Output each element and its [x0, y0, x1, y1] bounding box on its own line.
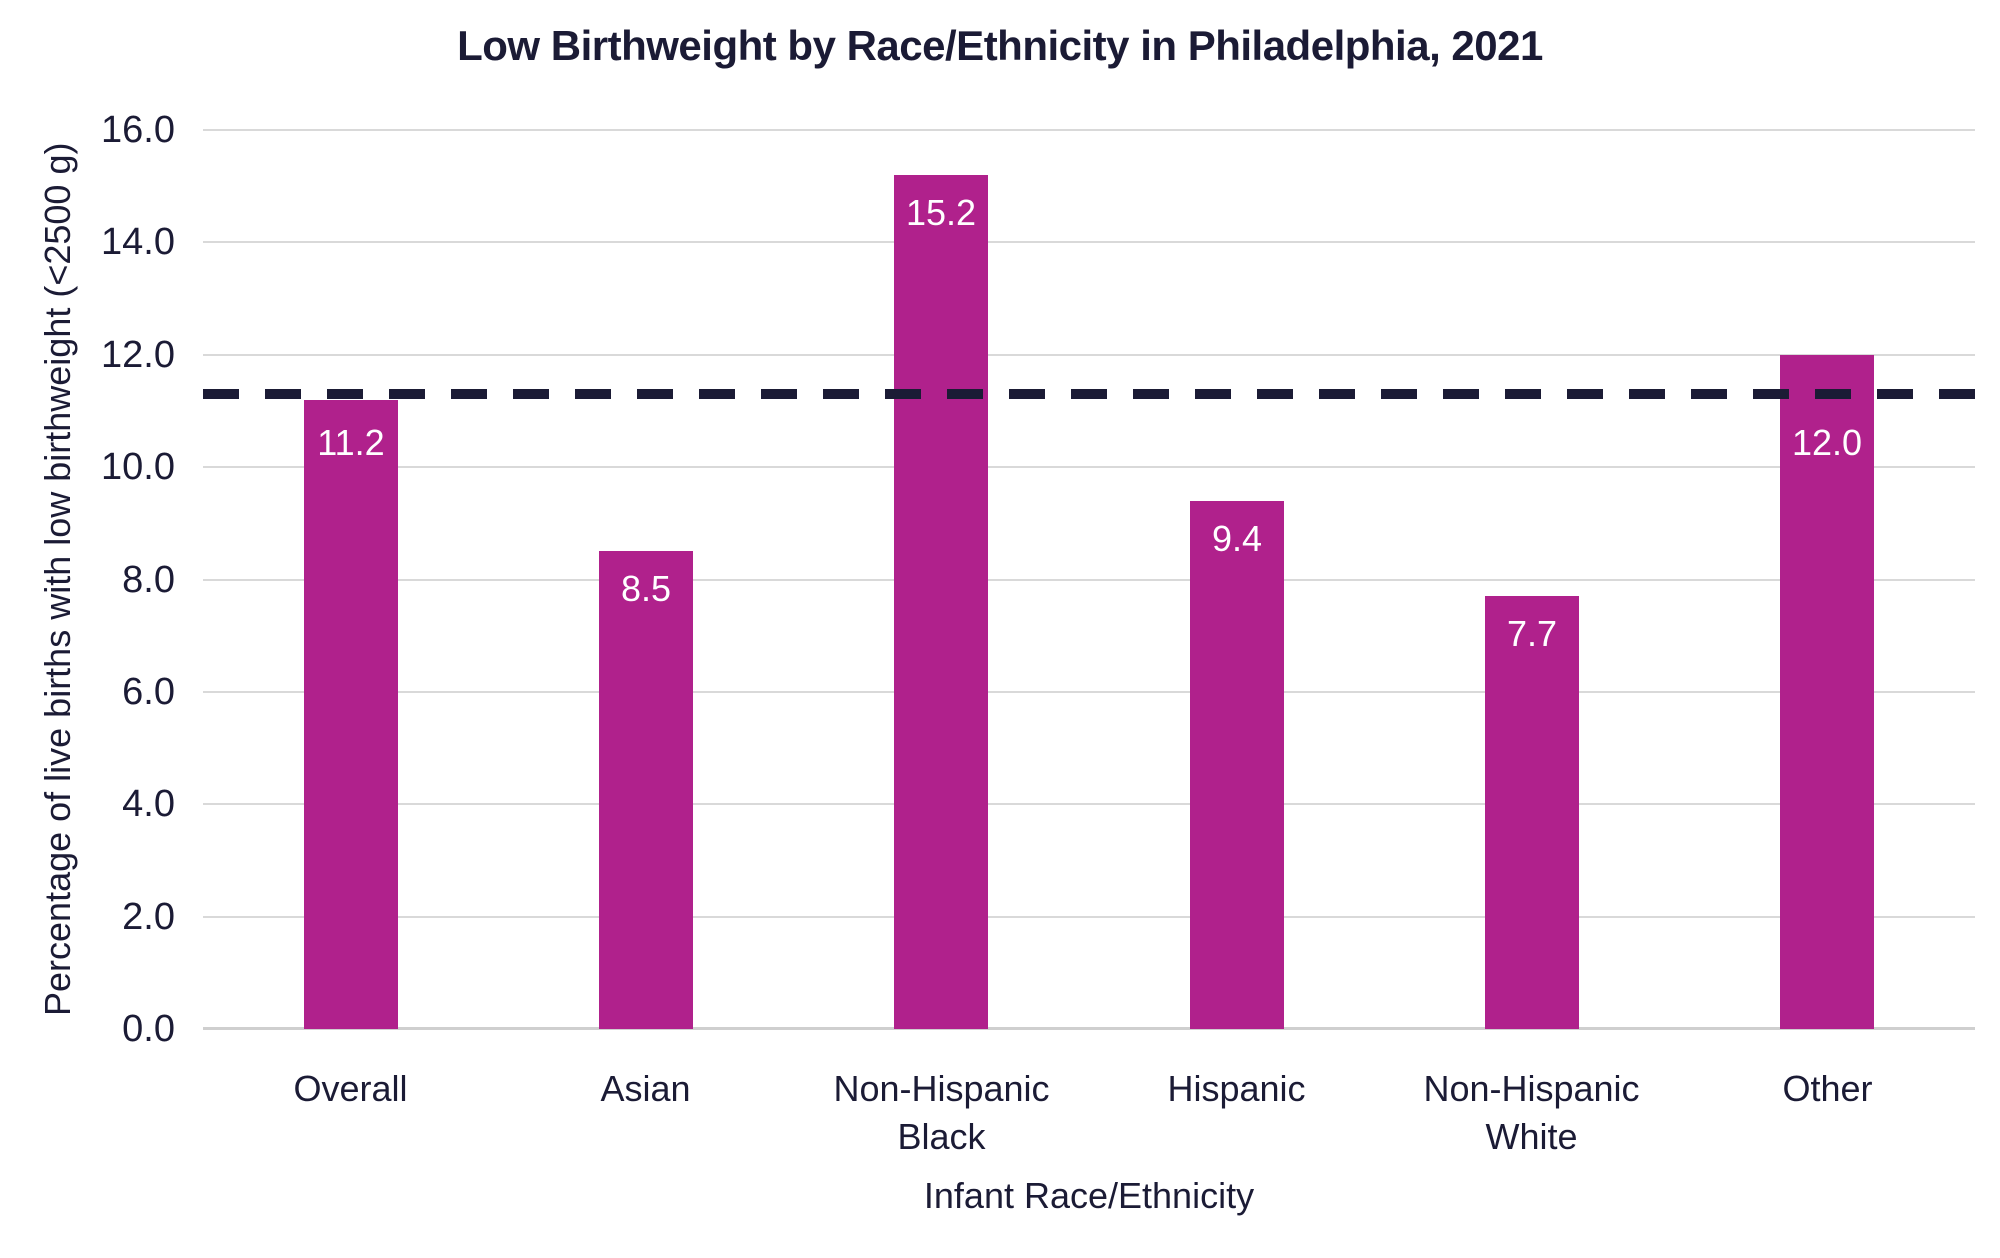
y-tick-label: 14.0: [101, 221, 175, 263]
x-tick-line: Overall: [293, 1068, 408, 1109]
y-tick-label: 4.0: [122, 783, 175, 825]
x-tick-line: Hispanic: [1167, 1068, 1306, 1109]
x-tick-line: White: [1485, 1116, 1578, 1157]
gridline: [203, 803, 1975, 805]
x-tick-label-non-hispanic-black: Non-Hispanic Black: [794, 1065, 1089, 1161]
bar-value-label: 9.4: [1211, 518, 1263, 559]
x-tick-label-hispanic: Hispanic: [1089, 1065, 1384, 1113]
y-tick-label: 0.0: [122, 1008, 175, 1050]
x-tick-line: Black: [897, 1116, 986, 1157]
x-tick-line: Non-Hispanic: [833, 1068, 1050, 1109]
gridline: [203, 1027, 1975, 1030]
x-tick-line: Other: [1782, 1068, 1873, 1109]
chart-title: Low Birthweight by Race/Ethnicity in Phi…: [457, 22, 1543, 69]
plot-area: 11.2 8.5 15.2 9.4 7.7 12.0: [203, 129, 1975, 1030]
bar-value-label: 8.5: [620, 568, 672, 609]
y-tick-label: 6.0: [122, 671, 175, 713]
bar-overall: [304, 400, 398, 1029]
y-tick-label: 10.0: [101, 446, 175, 488]
x-axis-title: Infant Race/Ethnicity: [923, 1175, 1255, 1216]
bar-non-hispanic-black: [894, 175, 988, 1029]
bar-hispanic: [1190, 501, 1284, 1029]
gridline: [203, 354, 1975, 356]
bar-value-label: 11.2: [317, 422, 385, 463]
gridline: [203, 579, 1975, 581]
bar-asian: [599, 551, 693, 1029]
gridline: [203, 916, 1975, 918]
x-tick-line: Asian: [600, 1068, 691, 1109]
bar-non-hispanic-white: [1485, 596, 1579, 1029]
x-tick-label-other: Other: [1680, 1065, 1975, 1113]
gridline: [203, 466, 1975, 468]
y-tick-label: 8.0: [122, 559, 175, 601]
y-tick-label: 12.0: [101, 334, 175, 376]
gridline: [203, 129, 1975, 131]
gridline: [203, 241, 1975, 243]
bar-other: [1780, 355, 1874, 1029]
y-tick-label: 16.0: [101, 109, 175, 151]
x-tick-label-overall: Overall: [203, 1065, 498, 1113]
bar-value-label: 7.7: [1506, 613, 1558, 654]
bar-value-label: 15.2: [905, 192, 977, 233]
gridline: [203, 691, 1975, 693]
y-tick-label: 2.0: [122, 896, 175, 938]
x-tick-label-non-hispanic-white: Non-Hispanic White: [1384, 1065, 1679, 1161]
x-tick-line: Non-Hispanic: [1423, 1068, 1640, 1109]
bar-value-label: 12.0: [1791, 422, 1863, 463]
x-tick-label-asian: Asian: [498, 1065, 793, 1113]
reference-dashed-line: [203, 389, 1975, 399]
